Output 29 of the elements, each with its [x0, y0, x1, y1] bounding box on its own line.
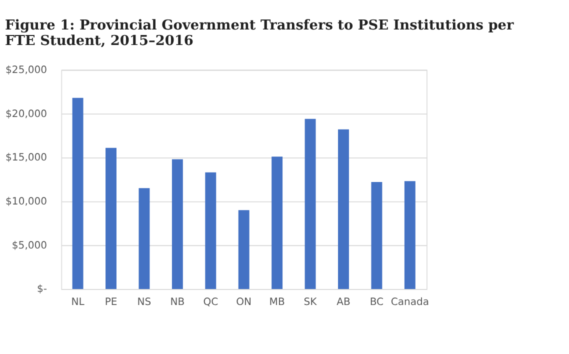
bar — [272, 156, 283, 289]
x-tick-label: Canada — [390, 296, 429, 308]
bar — [172, 159, 183, 289]
x-tick-label: MB — [269, 296, 285, 308]
bar — [205, 172, 216, 289]
y-tick-label: $25,000 — [6, 64, 48, 76]
x-tick-label: PE — [104, 296, 118, 308]
x-tick-label: AB — [336, 296, 350, 308]
x-tick-label: QC — [203, 296, 218, 308]
y-tick-label: $15,000 — [6, 152, 48, 164]
bar — [304, 118, 316, 289]
bar — [371, 182, 382, 289]
x-tick-label: BC — [370, 296, 384, 308]
y-tick-label: $- — [37, 284, 48, 296]
bar — [106, 148, 116, 289]
x-tick-label: NS — [137, 296, 152, 308]
x-tick-label: NB — [170, 296, 185, 308]
bar — [72, 98, 84, 289]
x-tick-label: NL — [71, 296, 85, 308]
bar — [404, 181, 416, 289]
bar — [238, 210, 250, 289]
y-tick-label: $20,000 — [6, 108, 48, 120]
bar — [138, 188, 150, 289]
y-tick-label: $10,000 — [6, 196, 48, 208]
bar — [338, 129, 349, 289]
x-tick-label: ON — [236, 296, 252, 308]
y-tick-label: $5,000 — [12, 240, 48, 252]
x-tick-label: SK — [304, 296, 318, 308]
chart-title: Figure 1: Provincial Government Transfers to PSE Institutions per FTE Student, 2015–2016 — [5, 18, 514, 50]
